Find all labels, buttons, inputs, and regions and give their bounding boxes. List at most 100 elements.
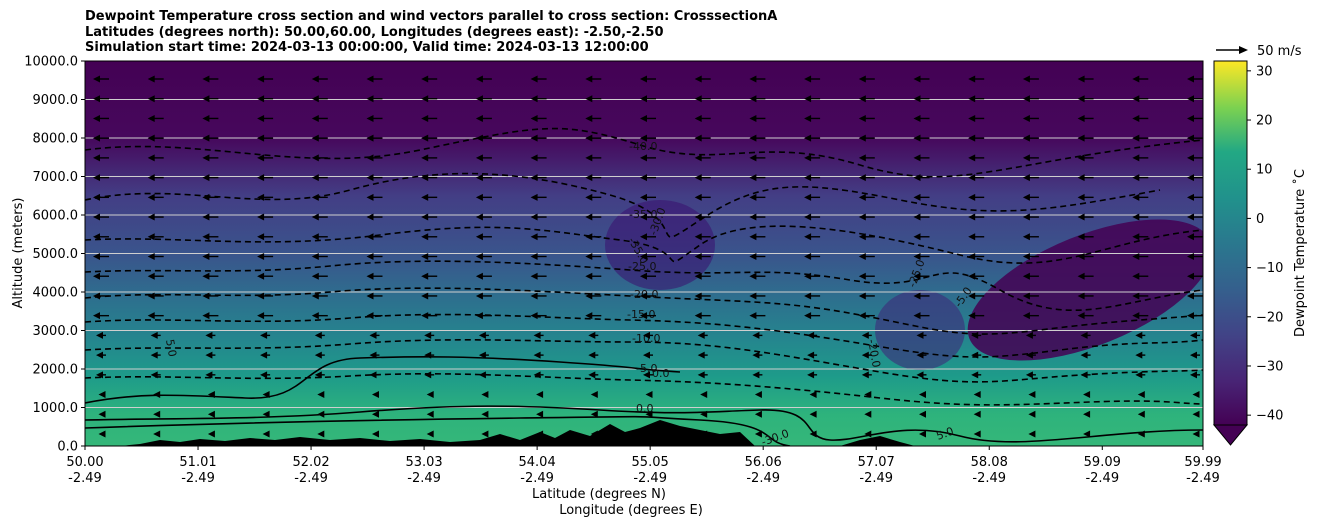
x-tick-label-lon: -2.49	[972, 471, 1006, 486]
wind-vector-head	[754, 430, 762, 438]
wind-vector-head	[1132, 233, 1140, 241]
colorbar: 30 20 10 0 −10 −20 −30 −40 Dewpoint Temperature…	[1212, 60, 1308, 446]
wind-vector-head	[147, 174, 155, 182]
wind-vector-head	[1132, 253, 1140, 260]
colorbar-tick-label: 10	[1256, 163, 1273, 178]
wind-vector-head	[475, 272, 483, 280]
colorbar-tick-label: 0	[1256, 212, 1264, 227]
wind-vector-head	[478, 351, 486, 359]
wind-vector-head	[919, 391, 926, 399]
wind-vector-head	[640, 174, 647, 182]
wind-vector-head	[262, 430, 270, 438]
title-line-2: Latitudes (degrees north): 50.00,60.00, …	[85, 24, 664, 40]
wind-vector-head	[475, 292, 483, 300]
wind-vector-head	[530, 233, 538, 241]
wind-vector-head	[1022, 213, 1030, 221]
wind-vector-head	[93, 292, 100, 300]
wind-vector-head	[369, 331, 377, 339]
wind-vector-head	[1077, 75, 1085, 83]
wind-vector-head	[1022, 272, 1030, 280]
wind-vector-head	[588, 351, 596, 359]
wind-vector-head	[913, 253, 921, 260]
wind-vector-head	[1022, 312, 1030, 320]
wind-vector-head	[968, 233, 976, 241]
wind-vector-head	[804, 114, 812, 122]
wind-vector-head	[1135, 331, 1143, 339]
wind-vector-head	[475, 154, 483, 162]
wind-vector-head	[643, 351, 650, 359]
y-tick-label: 0.0	[57, 440, 78, 455]
wind-vector-head	[694, 292, 702, 300]
wind-vector-head	[1077, 154, 1085, 162]
wind-vector-head	[1132, 193, 1140, 201]
colorbar-tick-label: 30	[1256, 64, 1273, 79]
wind-vector-head	[804, 292, 812, 300]
wind-vector-head	[1135, 351, 1143, 359]
wind-vector-head	[150, 331, 158, 339]
wind-vector-head	[202, 134, 210, 142]
wind-vector-head	[858, 292, 866, 300]
wind-vector-head	[260, 371, 268, 379]
wind-vector-head	[1187, 174, 1194, 182]
contour-line	[85, 339, 1203, 383]
wind-vector-head	[147, 213, 155, 221]
wind-vector-head	[317, 410, 325, 418]
colorbar-tick-label: −10	[1256, 261, 1283, 276]
wind-vector-head	[858, 114, 866, 122]
wind-vector-head	[93, 193, 100, 201]
wind-vector-head	[1077, 312, 1085, 320]
wind-vector-head	[366, 154, 374, 162]
wind-vector-head	[754, 391, 762, 399]
wind-vector-head	[749, 292, 757, 300]
wind-vector-head	[858, 154, 866, 162]
wind-vector-head	[424, 351, 432, 359]
wind-vector-head	[1022, 134, 1030, 142]
colorbar-ticks: 30 20 10 0 −10 −20 −30 −40	[1247, 64, 1283, 424]
wind-vector-head	[207, 410, 215, 418]
wind-vector-head	[530, 213, 538, 221]
wind-vector-head	[1077, 114, 1085, 122]
wind-vector-head	[421, 213, 429, 221]
wind-vector-head	[809, 391, 817, 399]
contour-line	[85, 313, 1203, 358]
wind-vector-head	[858, 95, 866, 103]
contour-label: 5.0	[935, 425, 956, 443]
wind-vector-head	[311, 292, 319, 300]
wind-vector-head	[1137, 391, 1145, 399]
wind-vector-head	[913, 312, 921, 320]
wind-vector-head	[311, 253, 319, 260]
wind-vector-head	[585, 312, 593, 320]
wind-vector-head	[1187, 292, 1194, 300]
wind-vector-head	[202, 312, 210, 320]
contour-label: -25.0	[628, 260, 656, 273]
wind-vector-head	[913, 174, 921, 182]
wind-vector-head	[968, 174, 976, 182]
wind-vector-head	[752, 371, 760, 379]
wind-vector-head	[971, 351, 979, 359]
wind-vector-head	[421, 253, 429, 260]
wind-vector-head	[913, 292, 921, 300]
wind-vector-head	[475, 193, 483, 201]
wind-vector-head	[694, 174, 702, 182]
wind-vector-head	[202, 272, 210, 280]
wind-vector-head	[694, 95, 702, 103]
contour-line	[85, 225, 1203, 264]
wind-vector-head	[1022, 292, 1030, 300]
wind-vector-head	[700, 391, 708, 399]
x-axis: 50.00-2.4951.01-2.4952.02-2.4953.03-2.49…	[66, 446, 1222, 486]
wind-vector-head	[804, 312, 812, 320]
wind-vector-head	[913, 75, 921, 83]
wind-vector-head	[93, 114, 100, 122]
wind-vector-head	[804, 174, 812, 182]
wind-vector-head	[202, 174, 210, 182]
wind-vector-head	[1190, 351, 1197, 359]
x-tick-label-lat: 57.07	[858, 455, 895, 470]
wind-vector-head	[971, 331, 979, 339]
wind-vector-head	[475, 95, 483, 103]
wind-vector-head	[536, 430, 544, 438]
wind-vector-head	[1132, 95, 1140, 103]
wind-vector-head	[311, 272, 319, 280]
wind-vector-head	[421, 193, 429, 201]
wind-vector-head	[968, 312, 976, 320]
wind-vector-head	[202, 233, 210, 241]
